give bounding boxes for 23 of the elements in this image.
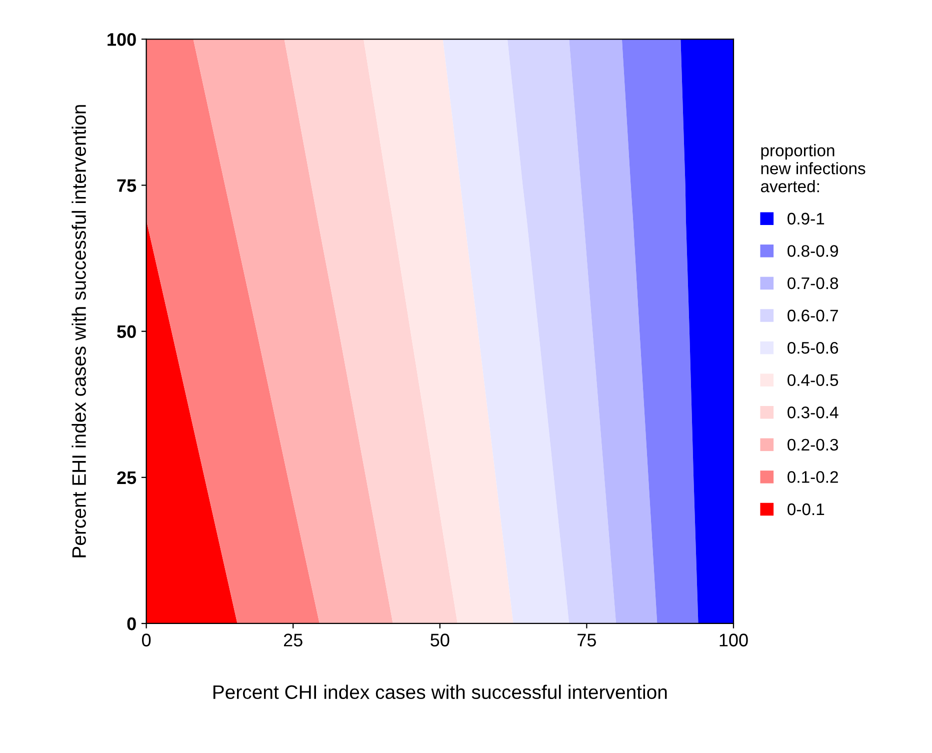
- legend-label: 0.3-0.4: [788, 406, 838, 418]
- x-tick-label: 75: [578, 634, 596, 646]
- y-tick-label: 75: [117, 179, 136, 192]
- y-tick-label: 50: [117, 325, 136, 338]
- x-tick-label: 50: [430, 634, 450, 646]
- legend-label: 0.7-0.8: [788, 277, 838, 290]
- x-tick-label: 100: [720, 634, 748, 646]
- y-tick-label: 100: [108, 33, 136, 46]
- legend-label: 0.5-0.6: [788, 342, 838, 354]
- x-axis-title: Percent CHI index cases with successful intervention: [213, 684, 667, 700]
- legend-label: 0.6-0.7: [788, 310, 838, 322]
- x-tick-label: 0: [142, 634, 151, 646]
- legend-label: 0.9-1: [788, 212, 824, 225]
- y-tick-label: 25: [117, 471, 136, 484]
- x-tick-label: 25: [284, 634, 302, 646]
- y-tick-label: 0: [127, 617, 136, 630]
- y-axis-title: Percent EHI index cases with successful intervention: [72, 105, 86, 558]
- legend-label: 0.4-0.5: [788, 374, 838, 386]
- legend-label: 0.1-0.2: [788, 471, 838, 483]
- legend-title: proportion new infections averted:: [760, 144, 866, 192]
- legend-label: 0.8-0.9: [788, 245, 838, 257]
- legend-label: 0.2-0.3: [788, 438, 838, 451]
- legend-label: 0-0.1: [788, 503, 824, 516]
